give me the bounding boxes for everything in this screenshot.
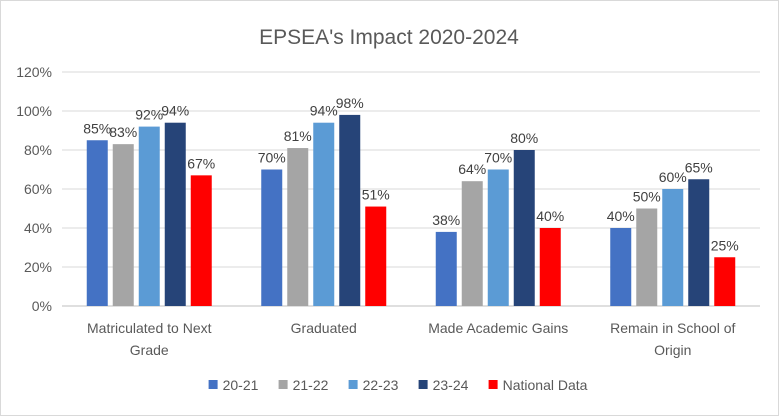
x-tick-label: Origin [654,342,691,358]
bar-22-23 [662,189,684,306]
data-label: 38% [432,212,460,228]
bar-national-data [539,228,561,306]
y-tick-label: 0% [32,298,52,314]
bar-23-24 [513,150,535,306]
data-label: 98% [336,95,364,111]
x-tick-label: Graduated [291,320,357,336]
x-axis: Matriculated to Next Grade Graduated Made A… [87,320,736,358]
y-tick-label: 100% [16,103,52,119]
data-labels: 85%83%92%94%67% 70%81%94%98%51%38%64%70%8… [83,95,739,253]
data-label: 65% [685,159,713,175]
y-tick-label: 120% [16,64,52,80]
x-tick-label: Remain in School of [610,320,735,336]
data-label: 25% [711,237,739,253]
bar-21-22 [287,148,309,306]
data-label: 94% [161,103,189,119]
bar-23-24 [339,114,361,307]
data-label: 85% [83,120,111,136]
legend-label: 23-24 [433,377,469,393]
legend-swatch [488,380,498,389]
bar-22-23 [138,126,160,306]
y-tick-label: 20% [24,259,52,275]
legend-label: 22-23 [363,377,399,393]
x-tick-label: Grade [130,342,169,358]
legend-swatch [278,380,288,389]
x-tick-label: Made Academic Gains [428,320,568,336]
legend-swatch [208,380,218,389]
bar-national-data [190,175,212,306]
bar-22-23 [313,122,335,306]
y-tick-label: 40% [24,220,52,236]
bar-21-22 [636,208,658,306]
legend-label: 21-22 [293,377,329,393]
data-label: 40% [607,208,635,224]
y-axis: 0% 20% 40% 60% 80% 100% 120% [16,64,52,314]
y-tick-label: 80% [24,142,52,158]
bar-23-24 [688,179,710,306]
data-label: 70% [258,150,286,166]
data-label: 51% [362,187,390,203]
bar-21-22 [112,144,134,306]
bar-20-21 [261,169,283,306]
data-label: 94% [310,103,338,119]
y-tick-label: 60% [24,181,52,197]
bar-20-21 [435,231,457,306]
x-tick-label: Matriculated to Next [87,320,212,336]
data-label: 50% [633,189,661,205]
data-label: 67% [187,155,215,171]
data-label: 40% [536,208,564,224]
data-label: 83% [109,124,137,140]
bar-21-22 [461,181,483,306]
data-label: 80% [510,130,538,146]
legend-swatch [418,380,428,389]
legend-swatch [348,380,358,389]
data-label: 81% [284,128,312,144]
data-label: 92% [135,107,163,123]
legend: 20-21 21-22 22-23 23-24 National Data [208,377,588,393]
bar-23-24 [164,122,186,306]
bar-22-23 [487,169,509,306]
data-label: 64% [458,161,486,177]
bar-20-21 [86,140,108,306]
legend-label: 20-21 [223,377,259,393]
bars [86,114,736,307]
bar-20-21 [610,228,632,306]
chart-title: EPSEA's Impact 2020-2024 [259,26,519,49]
data-label: 60% [659,169,687,185]
bar-national-data [365,206,387,306]
legend-label: National Data [503,377,588,393]
data-label: 70% [484,150,512,166]
bar-national-data [714,257,736,306]
